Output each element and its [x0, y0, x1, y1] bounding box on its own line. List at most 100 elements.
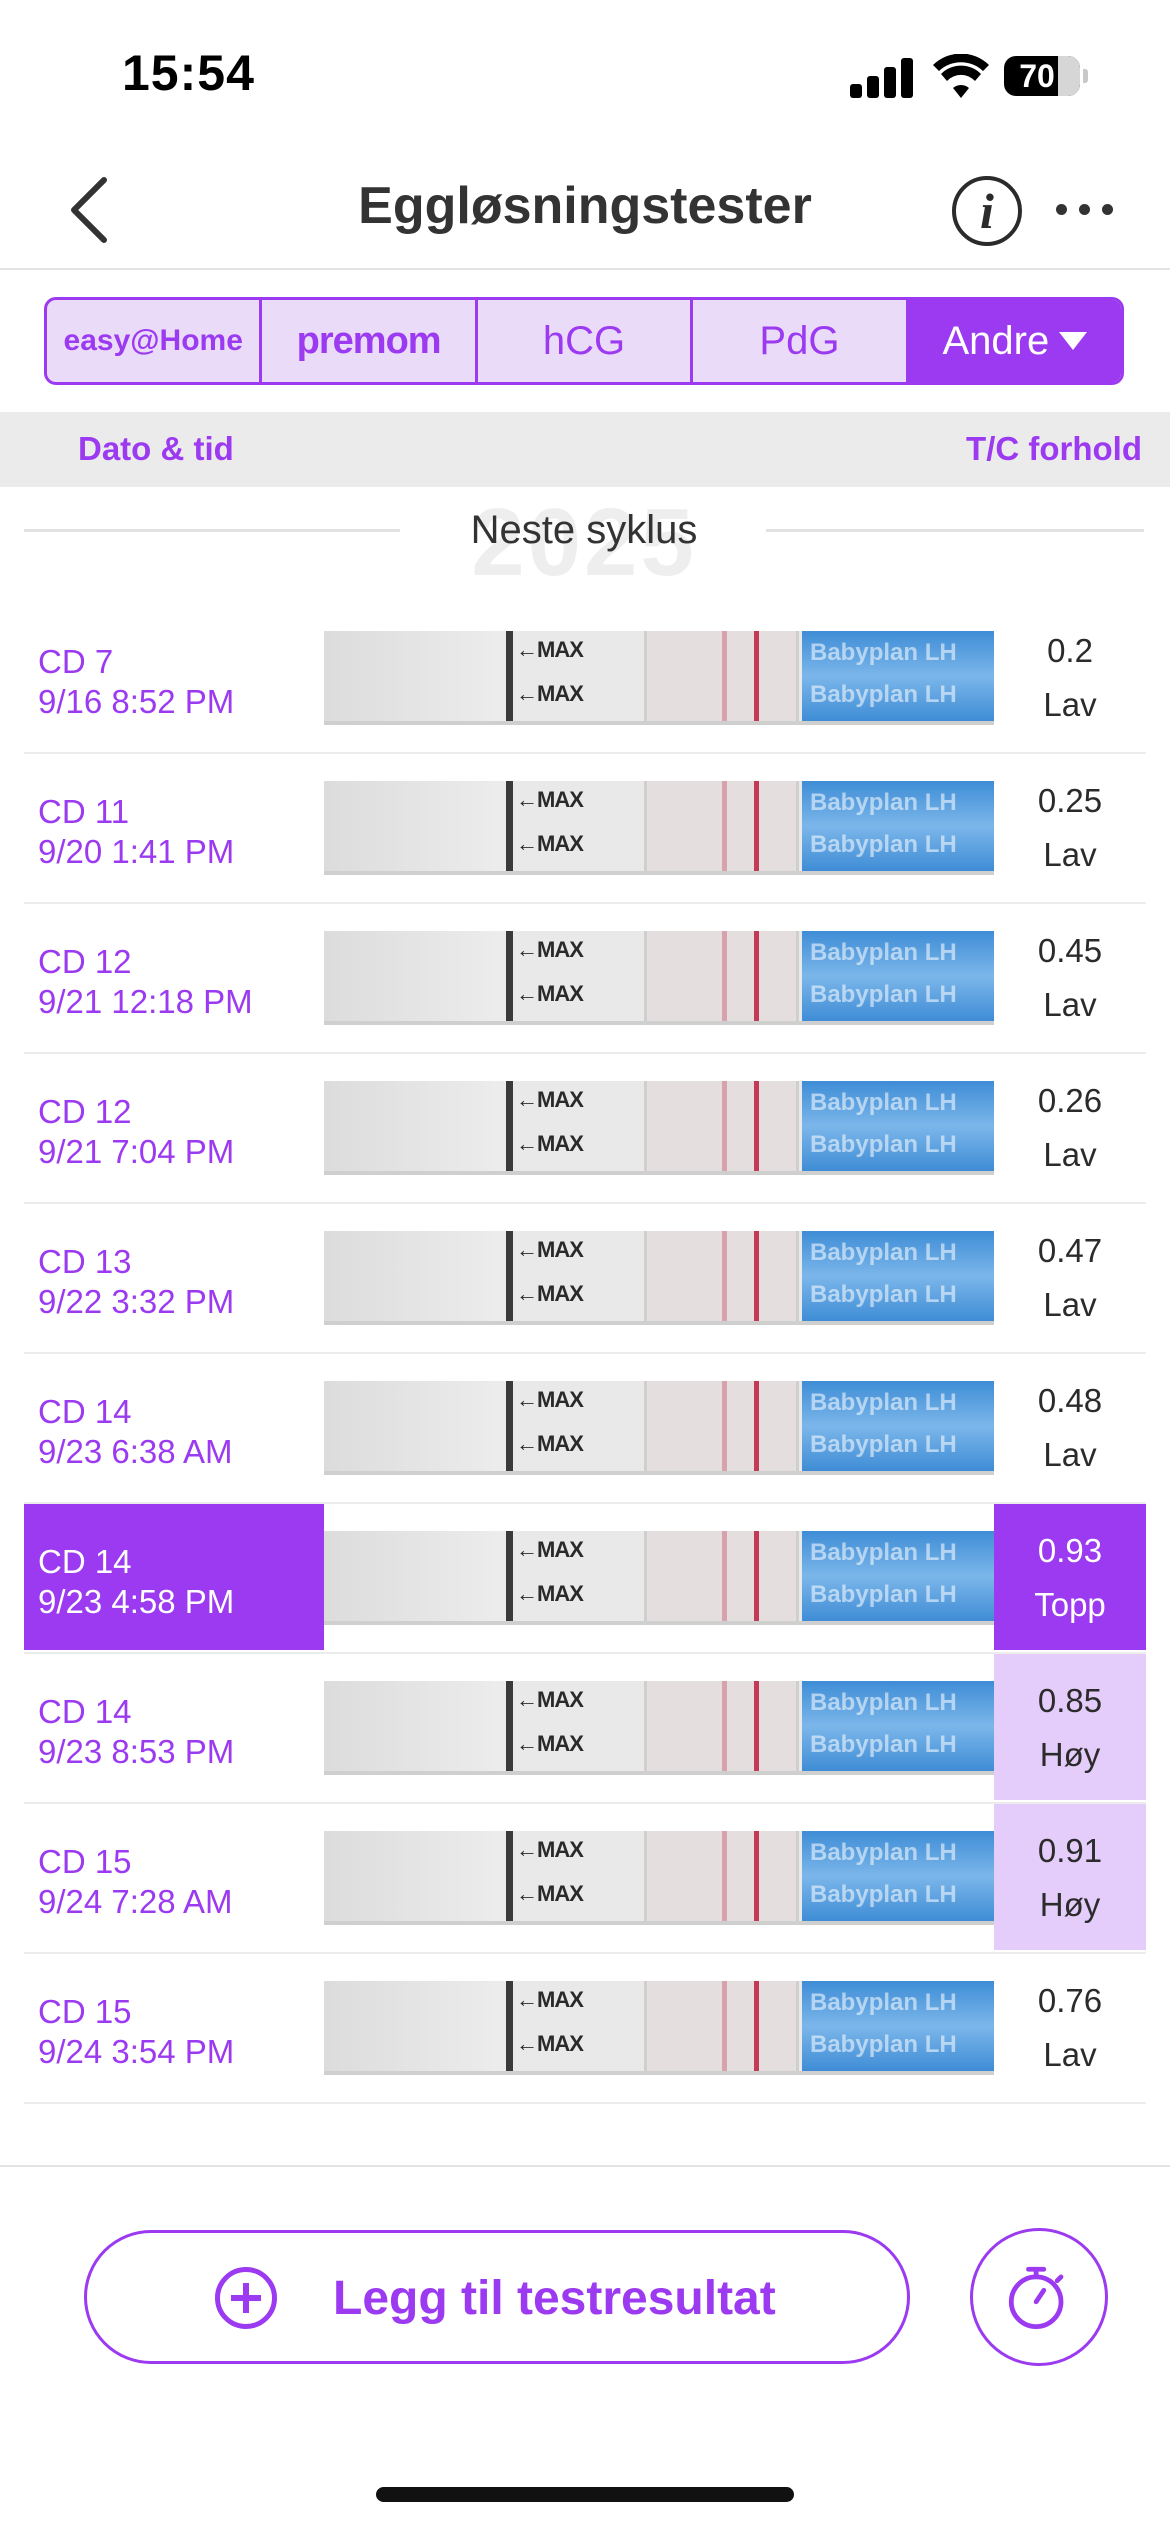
test-list: CD 7 9/16 8:52 PM ←MAX ←MAX Babyplan LH Babyp… [24, 604, 1146, 2104]
strip-brand-text: Babyplan LH [810, 1731, 957, 1758]
strip-max-label: ←MAX [516, 1237, 584, 1262]
strip-brand-text: Babyplan LH [810, 1539, 957, 1566]
test-row[interactable]: CD 14 9/23 6:38 AM ←MAX ←MAX Babyplan LH Baby… [24, 1354, 1146, 1504]
row-date-cell: CD 12 9/21 12:18 PM [24, 904, 324, 1052]
tc-ratio-value: 0.25 [1037, 782, 1103, 819]
test-row[interactable]: CD 15 9/24 7:28 AM ←MAX ←MAX Babyplan LH Baby… [24, 1804, 1146, 1954]
battery-icon: 70 [1004, 56, 1088, 96]
strip-brand-text: Babyplan LH [810, 939, 957, 966]
test-row[interactable]: CD 14 9/23 4:58 PM ←MAX ←MAX Babyplan LH Baby… [24, 1504, 1146, 1654]
tab-easyathome[interactable]: easy@Home [47, 300, 263, 382]
battery-level: 70 [1019, 58, 1055, 94]
test-row[interactable]: CD 12 9/21 7:04 PM ←MAX ←MAX Babyplan LH Baby… [24, 1054, 1146, 1204]
lh-level-badge: Høy [1039, 1886, 1101, 1923]
test-strip-image[interactable]: ←MAX ←MAX Babyplan LH Babyplan LH [324, 1081, 994, 1175]
strip-brand-text: Babyplan LH [810, 1089, 957, 1116]
test-strip-image[interactable]: ←MAX ←MAX Babyplan LH Babyplan LH [324, 781, 994, 875]
cycle-day: CD 12 [38, 943, 132, 980]
wifi-icon [933, 54, 989, 98]
tab-hcg[interactable]: hCG [478, 300, 694, 382]
strip-brand-text: Babyplan LH [810, 1389, 957, 1416]
page-title: Eggløsningstester [358, 177, 812, 235]
strip-max-label: ←MAX [516, 1537, 584, 1562]
test-strip-image[interactable]: ←MAX ←MAX Babyplan LH Babyplan LH [324, 1831, 994, 1925]
test-row[interactable]: CD 7 9/16 8:52 PM ←MAX ←MAX Babyplan LH Babyp… [24, 604, 1146, 754]
row-ratio-cell: 0.25 Lav [994, 754, 1146, 902]
lh-level-badge: Topp [1034, 1586, 1106, 1623]
strip-max-label: ←MAX [516, 1431, 584, 1456]
test-datetime: 9/23 6:38 AM [38, 1433, 233, 1470]
home-indicator [376, 2487, 794, 2502]
tab-andre-label: Andre [942, 318, 1050, 363]
strip-brand-text: Babyplan LH [810, 831, 957, 858]
cycle-label: Neste syklus [470, 508, 698, 552]
strip-max-label: ←MAX [516, 1987, 584, 2012]
row-date-cell: CD 15 9/24 7:28 AM [24, 1804, 324, 1952]
tc-ratio-value: 0.85 [1037, 1682, 1103, 1719]
row-date-cell: CD 7 9/16 8:52 PM [24, 604, 324, 752]
status-time: 15:54 [122, 45, 255, 101]
cycle-day: CD 15 [38, 1843, 132, 1880]
test-strip-image[interactable]: ←MAX ←MAX Babyplan LH Babyplan LH [324, 1231, 994, 1325]
lh-level-badge: Lav [1043, 1436, 1097, 1473]
test-row[interactable]: CD 12 9/21 12:18 PM ←MAX ←MAX Babyplan LH Bab… [24, 904, 1146, 1054]
test-strip-image[interactable]: ←MAX ←MAX Babyplan LH Babyplan LH [324, 1531, 994, 1625]
bottom-divider [0, 2165, 1170, 2167]
lh-level-badge: Lav [1043, 2036, 1097, 2073]
test-strip-image[interactable]: ←MAX ←MAX Babyplan LH Babyplan LH [324, 631, 994, 725]
cycle-day: CD 15 [38, 1993, 132, 2030]
info-icon[interactable]: i [952, 176, 1022, 246]
strip-max-label: ←MAX [516, 981, 584, 1006]
row-ratio-cell: 0.45 Lav [994, 904, 1146, 1052]
back-chevron-icon[interactable] [60, 172, 120, 248]
test-strip-image[interactable]: ←MAX ←MAX Babyplan LH Babyplan LH [324, 1981, 994, 2075]
strip-max-label: ←MAX [516, 2031, 584, 2056]
test-row[interactable]: CD 14 9/23 8:53 PM ←MAX ←MAX Babyplan LH Baby… [24, 1654, 1146, 1804]
tab-andre[interactable]: Andre [908, 300, 1121, 382]
strip-brand-text: Babyplan LH [810, 681, 957, 708]
test-type-tabs: easy@Home premom hCG PdG Andre [44, 297, 1124, 385]
row-ratio-cell: 0.2 Lav [994, 604, 1146, 752]
tab-premom[interactable]: premom [262, 300, 478, 382]
tc-ratio-value: 0.26 [1037, 1082, 1103, 1119]
test-strip-image[interactable]: ←MAX ←MAX Babyplan LH Babyplan LH [324, 931, 994, 1025]
cycle-divider: 2025 Neste syklus [24, 489, 1144, 596]
row-ratio-cell: 0.47 Lav [994, 1204, 1146, 1352]
divider-line [24, 529, 400, 532]
row-ratio-cell: 0.91 Høy [994, 1804, 1146, 1950]
row-ratio-cell: 0.85 Høy [994, 1654, 1146, 1800]
lh-level-badge: Lav [1043, 1136, 1097, 1173]
status-bar: 15:54 70 [0, 0, 1170, 150]
row-ratio-cell: 0.48 Lav [994, 1354, 1146, 1502]
tab-pdg[interactable]: PdG [693, 300, 909, 382]
test-datetime: 9/24 3:54 PM [38, 2033, 235, 2070]
timer-button[interactable] [970, 2228, 1108, 2366]
test-datetime: 9/22 3:32 PM [38, 1283, 235, 1320]
more-icon[interactable] [1054, 188, 1114, 232]
tc-ratio-value: 0.2 [1047, 632, 1093, 669]
tc-ratio-value: 0.45 [1037, 932, 1103, 969]
add-test-result-button[interactable]: Legg til testresultat [84, 2230, 910, 2364]
cycle-day: CD 12 [38, 1093, 132, 1130]
test-row[interactable]: CD 13 9/22 3:32 PM ←MAX ←MAX Babyplan LH Baby… [24, 1204, 1146, 1354]
row-date-cell: CD 14 9/23 6:38 AM [24, 1354, 324, 1502]
test-strip-image[interactable]: ←MAX ←MAX Babyplan LH Babyplan LH [324, 1681, 994, 1775]
strip-brand-text: Babyplan LH [810, 789, 957, 816]
strip-max-label: ←MAX [516, 1581, 584, 1606]
row-ratio-cell: 0.26 Lav [994, 1054, 1146, 1202]
row-date-cell: CD 15 9/24 3:54 PM [24, 1954, 324, 2102]
nav-bar: Eggløsningstester i [0, 150, 1170, 270]
test-row[interactable]: CD 11 9/20 1:41 PM ←MAX ←MAX Babyplan LH Baby… [24, 754, 1146, 904]
test-row[interactable]: CD 15 9/24 3:54 PM ←MAX ←MAX Babyplan LH Baby… [24, 1954, 1146, 2104]
strip-max-label: ←MAX [516, 1687, 584, 1712]
test-datetime: 9/23 8:53 PM [38, 1733, 235, 1770]
row-ratio-cell: 0.93 Topp [994, 1504, 1146, 1650]
test-strip-image[interactable]: ←MAX ←MAX Babyplan LH Babyplan LH [324, 1381, 994, 1475]
strip-brand-text: Babyplan LH [810, 1839, 957, 1866]
cycle-day: CD 13 [38, 1243, 132, 1280]
test-datetime: 9/21 12:18 PM [38, 983, 253, 1020]
test-datetime: 9/21 7:04 PM [38, 1133, 235, 1170]
column-date-time: Dato & tid [78, 430, 234, 467]
cycle-day: CD 7 [38, 643, 114, 680]
tc-ratio-value: 0.76 [1037, 1982, 1103, 2019]
